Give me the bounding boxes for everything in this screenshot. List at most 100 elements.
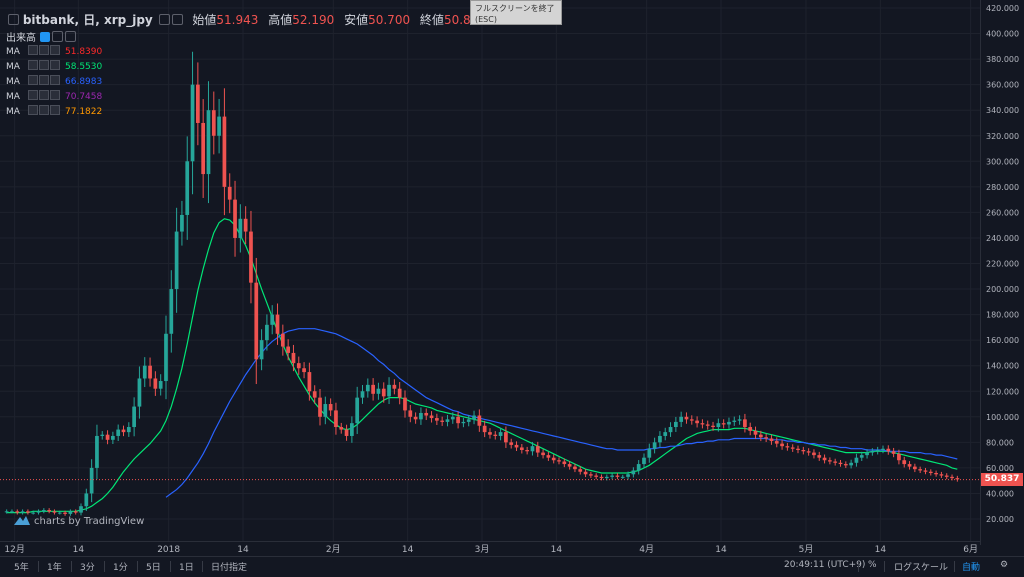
candle-body <box>482 425 487 433</box>
divider <box>104 561 105 572</box>
ma-indicator-2[interactable]: MA 58.5530 <box>6 60 102 72</box>
x-tick-label: 14 <box>875 545 887 555</box>
candle-body <box>902 460 907 465</box>
y-tick-label: 240.000 <box>986 234 1019 243</box>
candle-body <box>243 218 248 232</box>
settings-icon[interactable] <box>39 75 49 85</box>
x-tick-label: 2月 <box>326 544 341 555</box>
close-icon[interactable] <box>50 75 60 85</box>
ma-indicator-5[interactable]: MA 77.1822 <box>6 105 102 117</box>
divider <box>858 561 859 572</box>
ma-indicator-3[interactable]: MA 66.8983 <box>6 75 102 87</box>
candle-body <box>10 511 14 513</box>
candle-body <box>610 475 614 477</box>
candle-body <box>573 466 577 470</box>
candle-body <box>190 84 195 162</box>
candle-body <box>4 511 9 513</box>
candle-body <box>254 282 259 360</box>
candle-body <box>583 471 588 475</box>
tooltip-line-2: (ESC) <box>475 15 497 24</box>
time-axis[interactable] <box>0 541 980 556</box>
log-scale-button[interactable]: ログスケール <box>894 563 949 573</box>
candle-body <box>907 464 912 467</box>
candle-body <box>142 365 147 379</box>
open-value: 51.943 <box>216 13 259 27</box>
tradingview-watermark[interactable]: charts by TradingView <box>14 515 144 527</box>
percent-button[interactable]: % <box>868 560 877 570</box>
candle-body <box>137 378 142 407</box>
high-label: 高値 <box>268 13 293 27</box>
y-tick-label: 180.000 <box>986 311 1019 320</box>
gear-icon[interactable]: ⚙ <box>1000 560 1009 570</box>
range-5d-button[interactable]: 5日 <box>146 563 161 573</box>
candle-body <box>174 231 179 290</box>
candle-body <box>201 122 206 175</box>
candle-body <box>158 381 163 389</box>
eye-icon[interactable] <box>28 105 38 115</box>
candle-body <box>365 384 370 392</box>
price-axis[interactable] <box>980 0 1024 545</box>
close-icon[interactable] <box>50 45 60 55</box>
candle-body <box>620 476 625 478</box>
close-icon[interactable] <box>65 31 76 42</box>
settings-icon[interactable] <box>39 90 49 100</box>
candle-body <box>493 434 498 436</box>
collapse-icon[interactable] <box>8 14 19 25</box>
range-1d-button[interactable]: 1日 <box>179 563 194 573</box>
y-tick-label: 360.000 <box>986 81 1019 90</box>
candle-body <box>737 419 742 421</box>
ma-indicator-1[interactable]: MA 51.8390 <box>6 45 102 57</box>
range-1y-button[interactable]: 1年 <box>47 563 62 573</box>
candle-body <box>84 493 89 507</box>
eye-icon[interactable] <box>28 45 38 55</box>
range-1m-button[interactable]: 1分 <box>113 563 128 573</box>
settings-icon[interactable] <box>39 60 49 70</box>
candle-body <box>47 510 52 512</box>
ma-indicator-4[interactable]: MA 70.7458 <box>6 90 102 102</box>
eye-icon[interactable] <box>40 32 50 42</box>
y-tick-label: 200.000 <box>986 285 1019 294</box>
candle-body <box>355 397 360 424</box>
candle-body <box>450 416 455 420</box>
range-3m-button[interactable]: 3分 <box>80 563 95 573</box>
settings-icon[interactable] <box>39 105 49 115</box>
date-range-button[interactable]: 日付指定 <box>211 563 248 573</box>
eye-icon[interactable] <box>28 75 38 85</box>
high-value: 52.190 <box>292 13 335 27</box>
y-tick-label: 280.000 <box>986 183 1019 192</box>
candle-body <box>323 404 328 417</box>
last-price-label: 50.837 <box>981 473 1023 486</box>
ma-lines <box>6 218 958 514</box>
settings-icon[interactable] <box>52 31 63 42</box>
close-icon[interactable] <box>50 105 60 115</box>
candle-body <box>63 512 67 514</box>
settings-icon[interactable] <box>158 14 170 25</box>
candle-body <box>413 416 418 420</box>
candle-body <box>296 363 301 369</box>
close-icon[interactable] <box>50 60 60 70</box>
candle-body <box>912 466 917 470</box>
candle-body <box>312 391 317 398</box>
range-5y-button[interactable]: 5年 <box>14 563 29 573</box>
chart-header: bitbank, 日, xrp_jpy 始値51.943 高値52.190 安値… <box>6 11 486 28</box>
close-icon[interactable] <box>50 90 60 100</box>
candle-body <box>950 476 954 479</box>
ma-label: MA <box>6 107 20 117</box>
eye-icon[interactable] <box>28 60 38 70</box>
auto-scale-button[interactable]: 自動 <box>962 563 981 573</box>
fullscreen-exit-tooltip[interactable]: フルスクリーンを終了 (ESC) <box>470 0 562 25</box>
candle-body <box>397 388 402 398</box>
divider <box>954 561 955 572</box>
settings-icon[interactable] <box>39 45 49 55</box>
volume-indicator[interactable]: 出来高 <box>6 29 76 44</box>
clock[interactable]: 20:49:11 (UTC+9) <box>784 560 866 570</box>
eye-icon[interactable] <box>28 90 38 100</box>
candle-body <box>334 410 338 428</box>
close-icon[interactable] <box>171 14 183 25</box>
y-tick-label: 140.000 <box>986 362 1019 371</box>
candle-body <box>195 84 200 123</box>
candle-body <box>121 429 126 433</box>
y-tick-label: 160.000 <box>986 336 1019 345</box>
divider <box>202 561 203 572</box>
